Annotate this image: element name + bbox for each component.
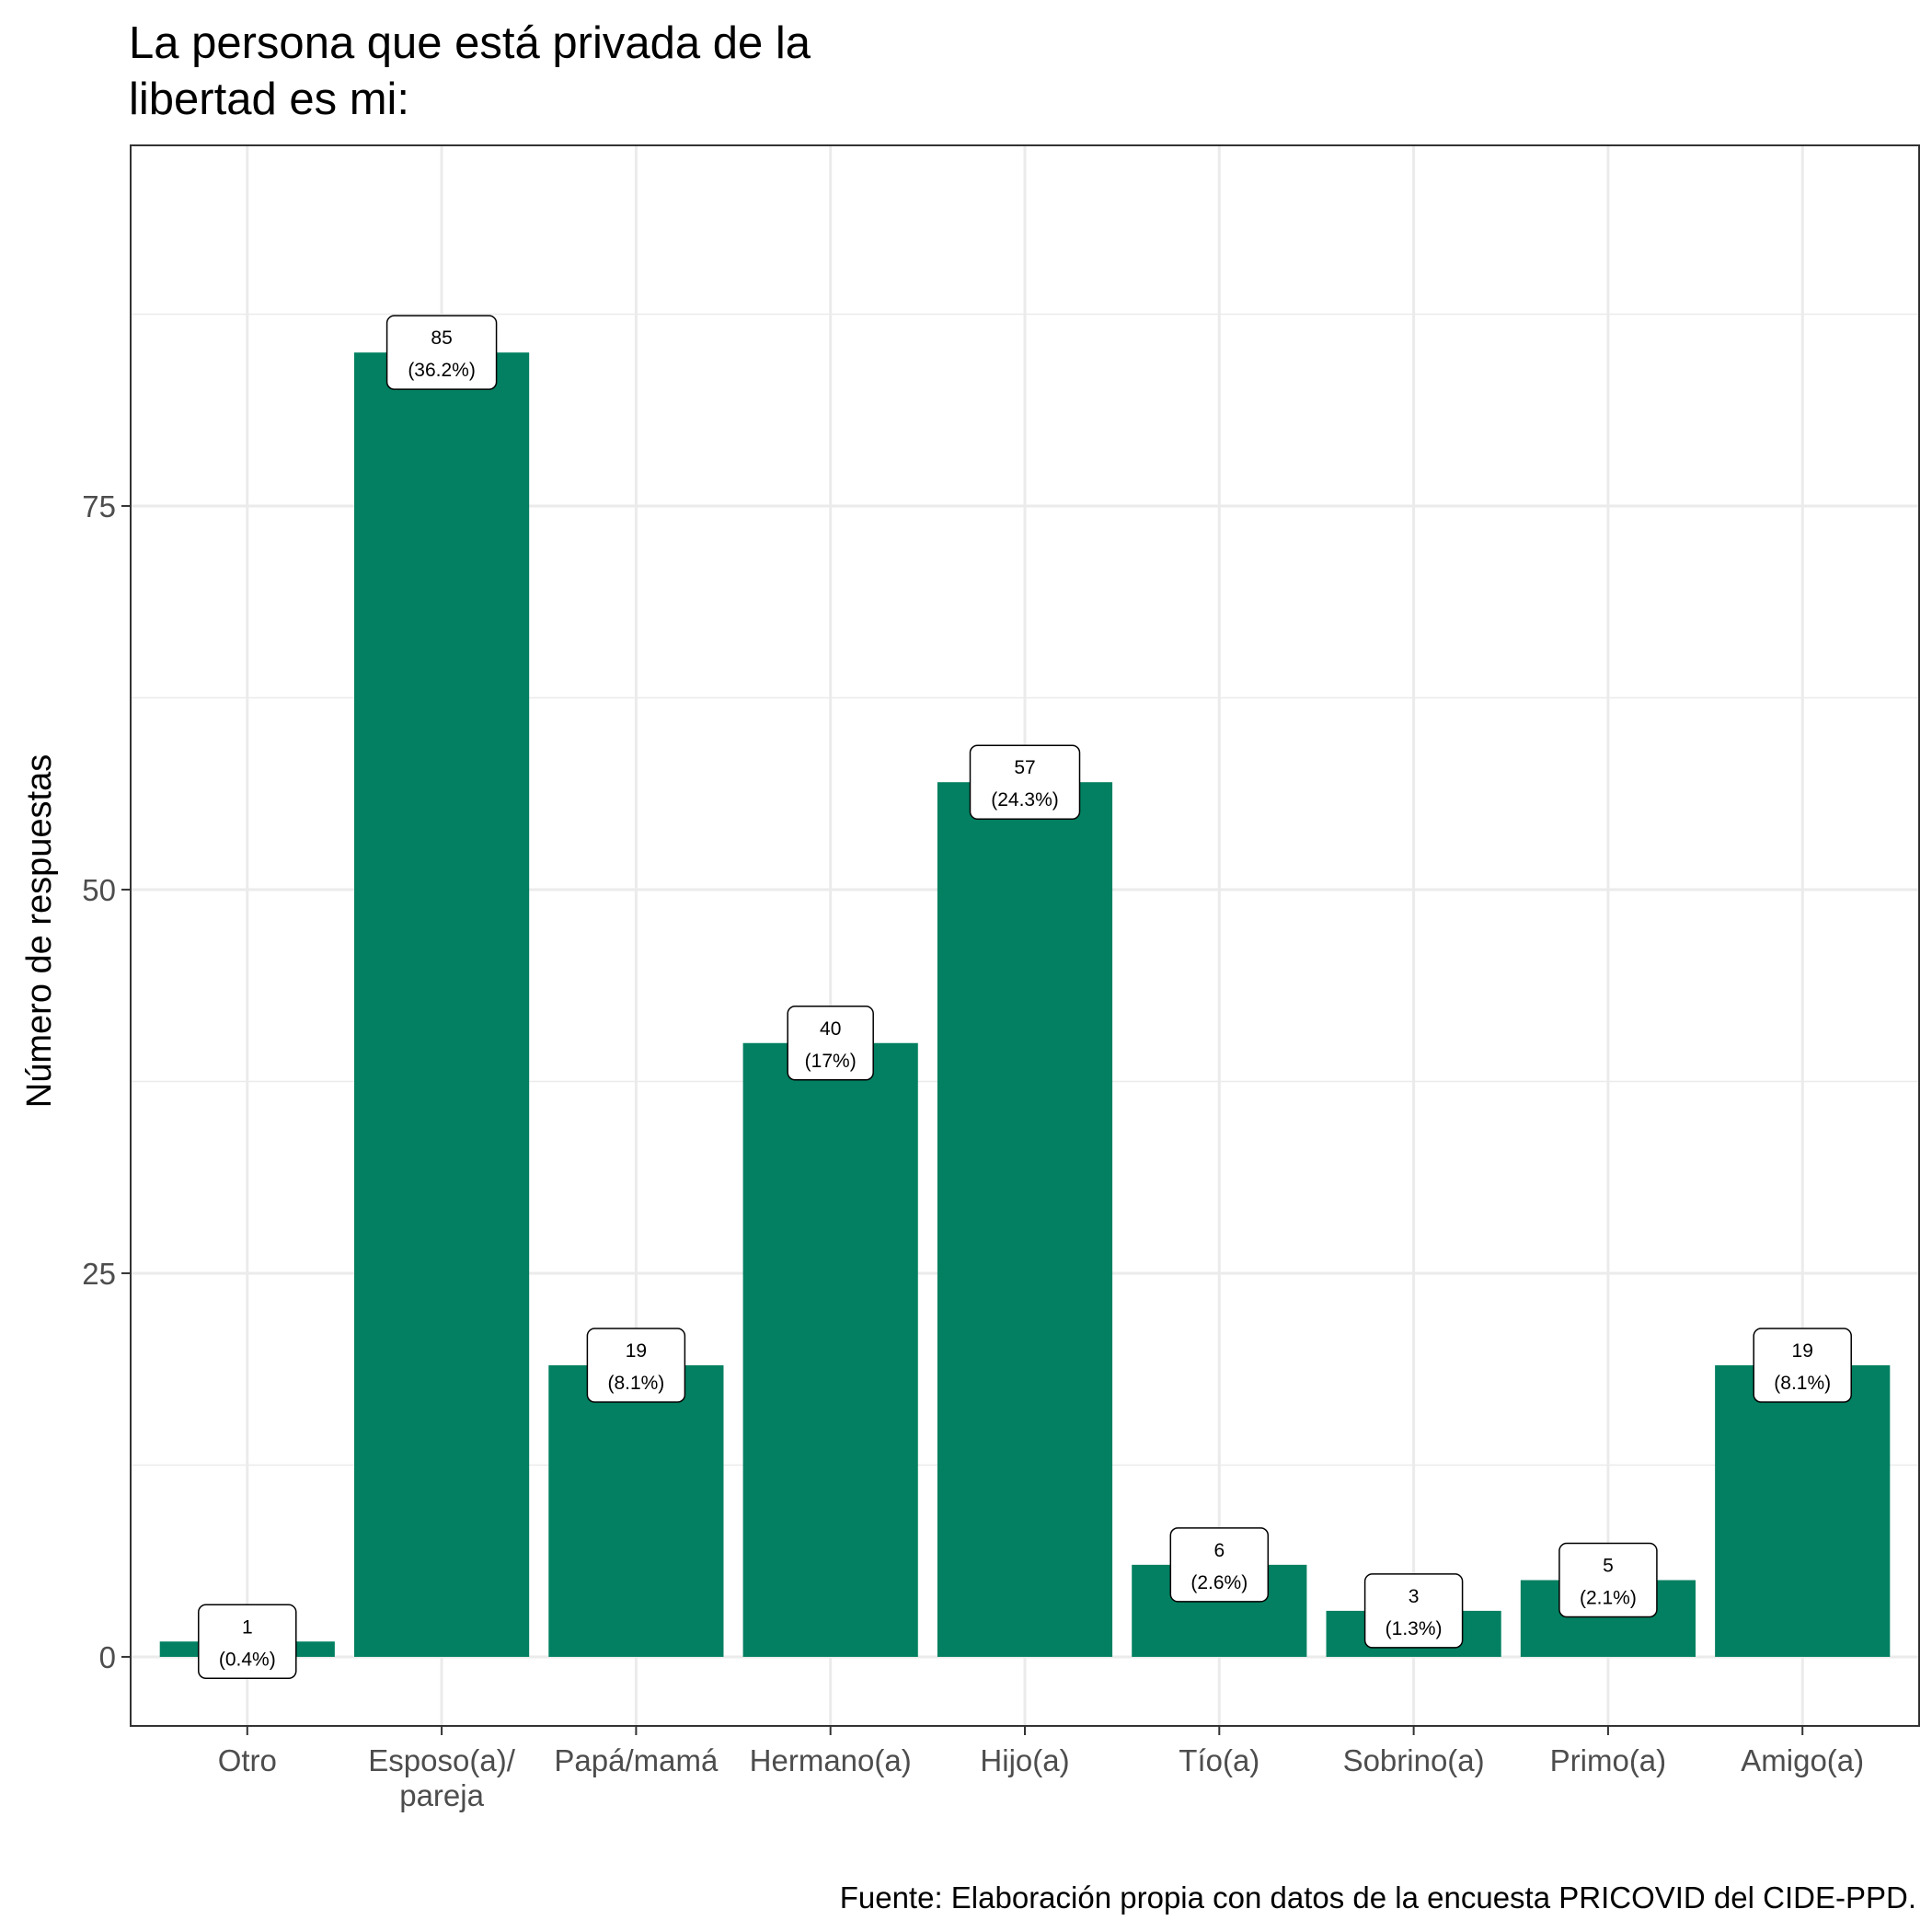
x-tick-label: Hijo(a) bbox=[980, 1743, 1069, 1777]
bars bbox=[159, 352, 1891, 1657]
chart-title: La persona que está privada de la libert… bbox=[129, 18, 811, 124]
data-label-percent: (8.1%) bbox=[1774, 1373, 1831, 1394]
y-tick-label: 50 bbox=[82, 873, 116, 907]
data-label-box bbox=[969, 744, 1081, 820]
data-label-percent: (1.3%) bbox=[1386, 1618, 1443, 1639]
data-labels: 1 (0.4%) 85 (36.2%) 19 (8.1%) 40 (17%) 57 (24.3%)… bbox=[198, 315, 1852, 1680]
data-label-count: 19 bbox=[1792, 1340, 1813, 1362]
data-label-count: 19 bbox=[626, 1340, 647, 1362]
y-axis: 0 25 50 75 bbox=[82, 489, 131, 1674]
data-label-percent: (2.1%) bbox=[1580, 1588, 1637, 1609]
data-label-box bbox=[1558, 1542, 1658, 1618]
data-label-percent: (24.3%) bbox=[991, 789, 1059, 811]
data-label: 1 (0.4%) bbox=[198, 1604, 297, 1680]
bar bbox=[1715, 1365, 1891, 1657]
data-label-count: 5 bbox=[1603, 1556, 1614, 1577]
data-label-percent: (2.6%) bbox=[1190, 1572, 1248, 1593]
x-tick-label: pareja bbox=[399, 1778, 484, 1812]
x-tick-label: Papá/mamá bbox=[554, 1743, 719, 1777]
x-tick-label: Esposo(a)/ bbox=[368, 1743, 515, 1777]
data-label: 85 (36.2%) bbox=[385, 315, 498, 390]
data-label: 3 (1.3%) bbox=[1363, 1573, 1464, 1649]
x-tick-label: Sobrino(a) bbox=[1343, 1743, 1485, 1777]
data-label-box bbox=[1363, 1573, 1464, 1649]
y-axis-title: Número de respuestas bbox=[20, 754, 59, 1108]
data-label-percent: (17%) bbox=[805, 1051, 857, 1072]
data-label: 40 (17%) bbox=[787, 1006, 874, 1081]
chart-title-line-1: La persona que está privada de la bbox=[129, 18, 811, 68]
bar bbox=[742, 1042, 918, 1657]
x-tick-label: Primo(a) bbox=[1550, 1743, 1667, 1777]
data-label-count: 57 bbox=[1014, 757, 1035, 778]
data-label-count: 1 bbox=[242, 1616, 253, 1638]
data-label-box bbox=[787, 1006, 874, 1081]
data-label: 19 (8.1%) bbox=[586, 1328, 686, 1403]
data-label-box bbox=[198, 1604, 297, 1680]
bar bbox=[937, 782, 1113, 1657]
data-label-percent: (36.2%) bbox=[408, 360, 476, 381]
chart-title-line-2: libertad es mi: bbox=[129, 75, 409, 124]
data-label: 5 (2.1%) bbox=[1558, 1542, 1658, 1618]
data-label-percent: (0.4%) bbox=[219, 1649, 276, 1670]
data-label-box bbox=[586, 1328, 686, 1403]
bar bbox=[354, 352, 530, 1657]
data-label: 6 (2.6%) bbox=[1169, 1527, 1270, 1603]
x-tick-label: Hermano(a) bbox=[750, 1743, 912, 1777]
y-tick-label: 75 bbox=[82, 489, 116, 523]
x-tick-label: Otro bbox=[218, 1743, 277, 1777]
data-label-percent: (8.1%) bbox=[607, 1373, 664, 1394]
data-label-count: 6 bbox=[1213, 1540, 1225, 1561]
y-tick-label: 25 bbox=[82, 1257, 116, 1291]
data-label-box bbox=[1169, 1527, 1270, 1603]
x-axis: Otro Esposo(a)/pareja Papá/mamá Hermano(a) H… bbox=[218, 1726, 1864, 1812]
source-caption: Fuente: Elaboración propia con datos de … bbox=[840, 1880, 1916, 1915]
data-label-box bbox=[385, 315, 498, 390]
x-tick-label: Amigo(a) bbox=[1741, 1743, 1864, 1777]
data-label: 19 (8.1%) bbox=[1753, 1328, 1852, 1403]
data-label-count: 85 bbox=[431, 328, 452, 349]
data-label: 57 (24.3%) bbox=[969, 744, 1081, 820]
x-tick-label: Tío(a) bbox=[1179, 1743, 1259, 1777]
data-label-box bbox=[1753, 1328, 1852, 1403]
bar bbox=[548, 1365, 724, 1657]
data-label-count: 40 bbox=[820, 1018, 841, 1040]
data-label-count: 3 bbox=[1409, 1586, 1420, 1607]
y-tick-label: 0 bbox=[99, 1640, 116, 1674]
